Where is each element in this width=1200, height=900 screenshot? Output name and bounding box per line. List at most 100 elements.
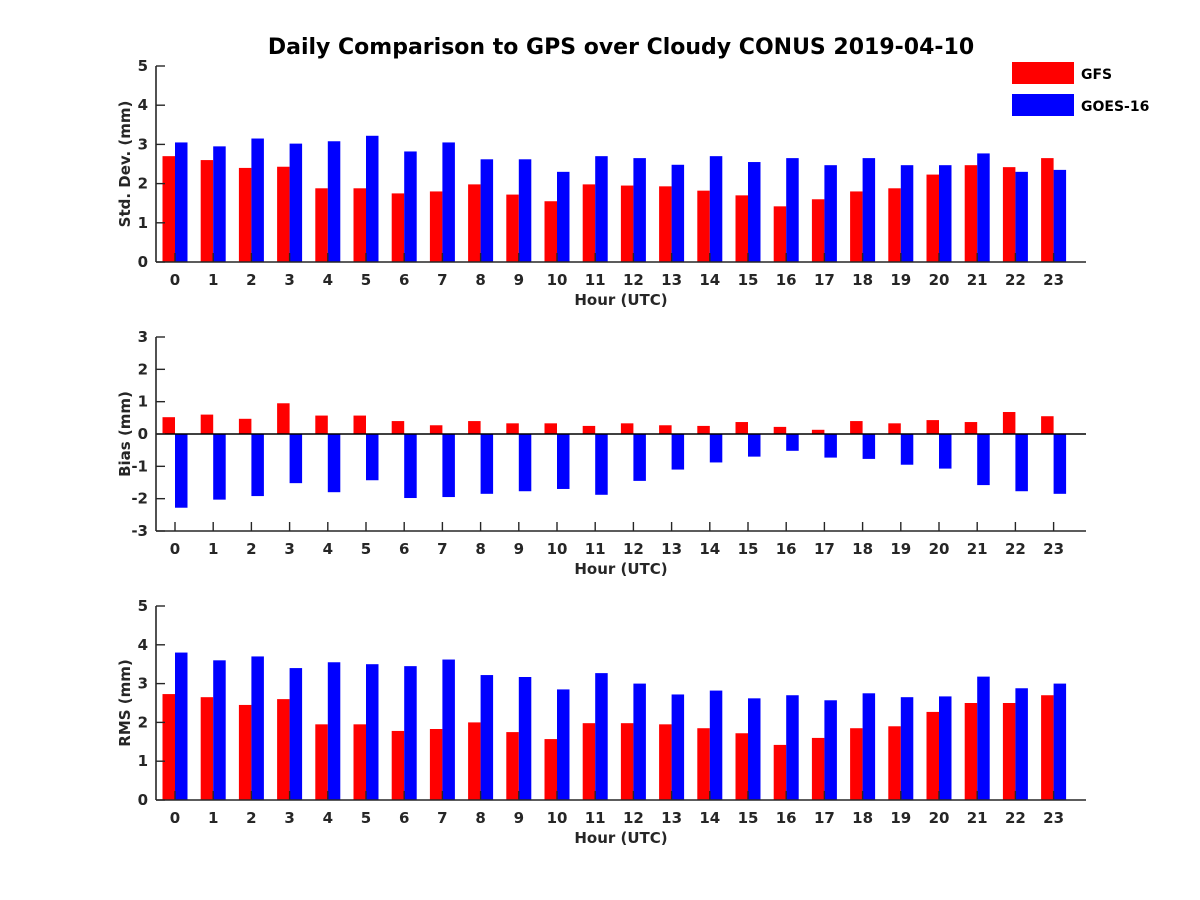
x-tick-label: 5 bbox=[361, 809, 371, 827]
bar-goes-16-hour-21 bbox=[977, 153, 990, 262]
x-tick-label: 21 bbox=[967, 809, 988, 827]
x-tick-label: 17 bbox=[814, 809, 835, 827]
y-tick-label: 2 bbox=[138, 713, 148, 731]
x-tick-label: 1 bbox=[208, 540, 218, 558]
bar-goes-16-hour-18 bbox=[862, 434, 876, 459]
bar-gfs-hour-7 bbox=[429, 425, 443, 434]
x-tick-label: 17 bbox=[814, 540, 835, 558]
bar-goes-16-hour-1 bbox=[213, 660, 226, 800]
x-tick-label: 7 bbox=[437, 540, 447, 558]
x-tick-label: 2 bbox=[246, 809, 256, 827]
bar-gfs-hour-5 bbox=[353, 724, 366, 800]
x-tick-label: 22 bbox=[1005, 271, 1026, 289]
x-tick-label: 6 bbox=[399, 540, 409, 558]
bar-gfs-hour-4 bbox=[315, 188, 328, 262]
x-tick-label: 4 bbox=[323, 271, 333, 289]
bar-gfs-hour-15 bbox=[735, 195, 748, 262]
x-tick-label: 5 bbox=[361, 271, 371, 289]
x-tick-label: 9 bbox=[514, 540, 524, 558]
bar-gfs-hour-14 bbox=[697, 425, 710, 434]
bar-gfs-hour-8 bbox=[468, 421, 481, 434]
x-tick-label: 23 bbox=[1043, 271, 1064, 289]
bar-gfs-hour-9 bbox=[506, 423, 519, 434]
x-tick-label: 0 bbox=[170, 271, 180, 289]
bar-gfs-hour-4 bbox=[315, 415, 328, 434]
x-tick-label: 1 bbox=[208, 809, 218, 827]
bar-goes-16-hour-22 bbox=[1015, 434, 1028, 492]
bar-gfs-hour-2 bbox=[238, 167, 252, 262]
bar-gfs-hour-16 bbox=[773, 206, 787, 262]
bar-goes-16-hour-20 bbox=[939, 165, 952, 262]
bar-gfs-hour-1 bbox=[200, 160, 214, 262]
bar-goes-16-hour-10 bbox=[557, 689, 570, 800]
bar-gfs-hour-13 bbox=[659, 724, 672, 800]
bar-gfs-hour-23 bbox=[1041, 695, 1054, 800]
bar-goes-16-hour-7 bbox=[442, 659, 455, 800]
bar-goes-16-hour-6 bbox=[404, 434, 417, 499]
bar-gfs-hour-10 bbox=[544, 201, 557, 262]
x-axis-label: Hour (UTC) bbox=[574, 291, 667, 309]
bar-goes-16-hour-11 bbox=[595, 673, 608, 800]
y-axis-label: Bias (mm) bbox=[116, 391, 134, 477]
x-tick-label: 4 bbox=[323, 809, 333, 827]
x-tick-label: 19 bbox=[890, 271, 911, 289]
bar-gfs-hour-3 bbox=[277, 699, 290, 800]
legend-swatch bbox=[1012, 94, 1074, 116]
y-tick-label: 3 bbox=[138, 328, 148, 346]
x-axis-label: Hour (UTC) bbox=[574, 829, 667, 847]
bar-goes-16-hour-7 bbox=[442, 434, 455, 498]
bar-gfs-hour-2 bbox=[238, 704, 252, 800]
bar-goes-16-hour-8 bbox=[480, 675, 494, 800]
x-tick-label: 7 bbox=[437, 809, 447, 827]
bar-goes-16-hour-17 bbox=[824, 434, 837, 458]
bar-gfs-hour-16 bbox=[773, 426, 787, 434]
y-tick-label: 0 bbox=[138, 253, 148, 271]
x-tick-label: 1 bbox=[208, 271, 218, 289]
bar-goes-16-hour-14 bbox=[709, 690, 723, 800]
bar-gfs-hour-9 bbox=[506, 732, 519, 800]
bar-goes-16-hour-19 bbox=[900, 165, 914, 262]
bar-gfs-hour-6 bbox=[391, 730, 405, 800]
x-tick-label: 12 bbox=[623, 540, 644, 558]
y-tick-label: 3 bbox=[138, 135, 148, 153]
bar-goes-16-hour-3 bbox=[289, 434, 303, 484]
bar-gfs-hour-11 bbox=[582, 184, 596, 262]
x-tick-label: 3 bbox=[284, 540, 294, 558]
bar-goes-16-hour-3 bbox=[289, 143, 303, 262]
bar-gfs-hour-6 bbox=[391, 421, 405, 434]
x-tick-label: 15 bbox=[738, 271, 759, 289]
bar-goes-16-hour-22 bbox=[1015, 688, 1028, 800]
x-tick-label: 18 bbox=[852, 271, 873, 289]
bar-goes-16-hour-17 bbox=[824, 700, 837, 800]
bar-gfs-hour-19 bbox=[888, 726, 901, 800]
legend-swatch bbox=[1012, 62, 1074, 84]
bar-gfs-hour-0 bbox=[162, 417, 175, 434]
bar-goes-16-hour-8 bbox=[480, 159, 494, 262]
bar-goes-16-hour-2 bbox=[251, 656, 264, 800]
x-tick-label: 9 bbox=[514, 271, 524, 289]
x-tick-label: 10 bbox=[547, 809, 568, 827]
bar-goes-16-hour-11 bbox=[595, 156, 608, 262]
x-axis-label: Hour (UTC) bbox=[574, 560, 667, 578]
x-tick-label: 6 bbox=[399, 809, 409, 827]
bar-gfs-hour-16 bbox=[773, 744, 787, 800]
bar-gfs-hour-5 bbox=[353, 415, 366, 434]
x-tick-label: 13 bbox=[661, 540, 682, 558]
bar-gfs-hour-15 bbox=[735, 422, 748, 434]
bar-gfs-hour-0 bbox=[162, 694, 175, 800]
bar-gfs-hour-7 bbox=[429, 191, 443, 262]
legend: GFS GOES-16 bbox=[1012, 62, 1149, 116]
bar-gfs-hour-18 bbox=[850, 191, 863, 262]
x-tick-label: 10 bbox=[547, 271, 568, 289]
bar-goes-16-hour-14 bbox=[709, 156, 723, 262]
bar-gfs-hour-13 bbox=[659, 186, 672, 262]
bar-gfs-hour-14 bbox=[697, 728, 710, 800]
y-axis-label: RMS (mm) bbox=[116, 659, 134, 746]
bar-goes-16-hour-4 bbox=[327, 141, 341, 262]
bar-goes-16-hour-23 bbox=[1053, 169, 1067, 262]
x-tick-label: 11 bbox=[585, 540, 606, 558]
y-tick-label: 0 bbox=[138, 791, 148, 809]
bar-gfs-hour-23 bbox=[1041, 416, 1054, 434]
